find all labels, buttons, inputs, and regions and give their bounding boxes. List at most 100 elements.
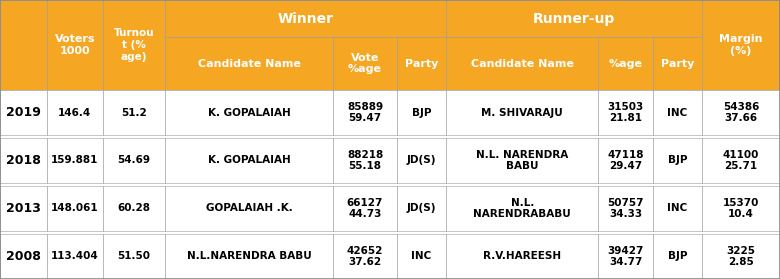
Text: 50757
34.33: 50757 34.33: [608, 198, 644, 219]
Bar: [47, 90, 103, 135]
Text: 2013: 2013: [6, 202, 41, 215]
Text: 148.061: 148.061: [51, 203, 99, 213]
Text: Vote
%age: Vote %age: [348, 53, 382, 74]
Bar: [103, 234, 165, 279]
Bar: [0, 138, 47, 183]
Bar: [446, 186, 598, 231]
Text: JD(S): JD(S): [407, 155, 436, 165]
Bar: [103, 138, 165, 183]
Bar: [333, 234, 397, 279]
Bar: [598, 234, 653, 279]
Text: BJP: BJP: [668, 251, 687, 261]
Bar: [165, 0, 446, 37]
Bar: [598, 186, 653, 231]
Bar: [598, 90, 653, 135]
Text: Candidate Name: Candidate Name: [198, 59, 300, 69]
Bar: [103, 90, 165, 135]
Text: 2008: 2008: [6, 250, 41, 263]
Text: 85889
59.47: 85889 59.47: [347, 102, 383, 123]
Bar: [397, 234, 446, 279]
Bar: [397, 138, 446, 183]
Text: 146.4: 146.4: [58, 107, 91, 117]
Bar: [0, 186, 47, 231]
Bar: [47, 186, 103, 231]
Text: 54.69: 54.69: [118, 155, 151, 165]
Bar: [446, 0, 702, 37]
Bar: [165, 186, 333, 231]
Text: Turnou
t (%
age): Turnou t (% age): [114, 28, 154, 62]
Bar: [653, 90, 702, 135]
Text: K. GOPALAIAH: K. GOPALAIAH: [207, 155, 291, 165]
Text: Party: Party: [405, 59, 438, 69]
Text: 2018: 2018: [6, 154, 41, 167]
Text: BJP: BJP: [412, 107, 431, 117]
Text: Voters
1000: Voters 1000: [55, 34, 95, 56]
Text: 31503
21.81: 31503 21.81: [608, 102, 644, 123]
Bar: [165, 90, 333, 135]
Bar: [702, 186, 780, 231]
Bar: [397, 90, 446, 135]
Text: 39427
34.77: 39427 34.77: [608, 246, 644, 267]
Bar: [165, 138, 333, 183]
Text: 51.50: 51.50: [118, 251, 151, 261]
Bar: [103, 0, 165, 90]
Bar: [446, 138, 598, 183]
Text: Party: Party: [661, 59, 694, 69]
Text: Winner: Winner: [278, 11, 334, 26]
Text: R.V.HAREESH: R.V.HAREESH: [483, 251, 562, 261]
Text: INC: INC: [412, 251, 431, 261]
Bar: [653, 37, 702, 90]
Bar: [397, 37, 446, 90]
Text: 159.881: 159.881: [51, 155, 98, 165]
Bar: [0, 234, 47, 279]
Bar: [446, 37, 598, 90]
Text: Margin
(%): Margin (%): [719, 34, 763, 56]
Text: Runner-up: Runner-up: [533, 11, 615, 26]
Bar: [653, 186, 702, 231]
Text: 2019: 2019: [6, 106, 41, 119]
Bar: [47, 138, 103, 183]
Bar: [653, 138, 702, 183]
Bar: [598, 138, 653, 183]
Bar: [397, 186, 446, 231]
Text: 60.28: 60.28: [118, 203, 151, 213]
Text: GOPALAIAH .K.: GOPALAIAH .K.: [206, 203, 292, 213]
Text: 3225
2.85: 3225 2.85: [726, 246, 756, 267]
Bar: [653, 234, 702, 279]
Text: INC: INC: [668, 203, 687, 213]
Text: 47118
29.47: 47118 29.47: [608, 150, 644, 171]
Text: K. GOPALAIAH: K. GOPALAIAH: [207, 107, 291, 117]
Text: 113.404: 113.404: [51, 251, 99, 261]
Text: 15370
10.4: 15370 10.4: [723, 198, 759, 219]
Bar: [103, 186, 165, 231]
Bar: [446, 234, 598, 279]
Text: 54386
37.66: 54386 37.66: [723, 102, 759, 123]
Bar: [702, 234, 780, 279]
Bar: [47, 0, 103, 90]
Text: BJP: BJP: [668, 155, 687, 165]
Bar: [0, 0, 47, 90]
Bar: [165, 37, 333, 90]
Text: %age: %age: [608, 59, 643, 69]
Bar: [47, 234, 103, 279]
Text: Candidate Name: Candidate Name: [471, 59, 573, 69]
Text: N.L. NARENDRA
BABU: N.L. NARENDRA BABU: [476, 150, 569, 171]
Bar: [165, 234, 333, 279]
Bar: [0, 90, 47, 135]
Text: N.L.NARENDRA BABU: N.L.NARENDRA BABU: [187, 251, 311, 261]
Bar: [333, 37, 397, 90]
Bar: [702, 138, 780, 183]
Bar: [446, 90, 598, 135]
Bar: [333, 186, 397, 231]
Text: INC: INC: [668, 107, 687, 117]
Text: JD(S): JD(S): [407, 203, 436, 213]
Bar: [702, 0, 780, 90]
Text: 41100
25.71: 41100 25.71: [723, 150, 759, 171]
Bar: [333, 138, 397, 183]
Text: M. SHIVARAJU: M. SHIVARAJU: [481, 107, 563, 117]
Bar: [702, 90, 780, 135]
Text: 51.2: 51.2: [121, 107, 147, 117]
Text: N.L.
NARENDRABABU: N.L. NARENDRABABU: [473, 198, 571, 219]
Text: 88218
55.18: 88218 55.18: [347, 150, 383, 171]
Text: 42652
37.62: 42652 37.62: [347, 246, 383, 267]
